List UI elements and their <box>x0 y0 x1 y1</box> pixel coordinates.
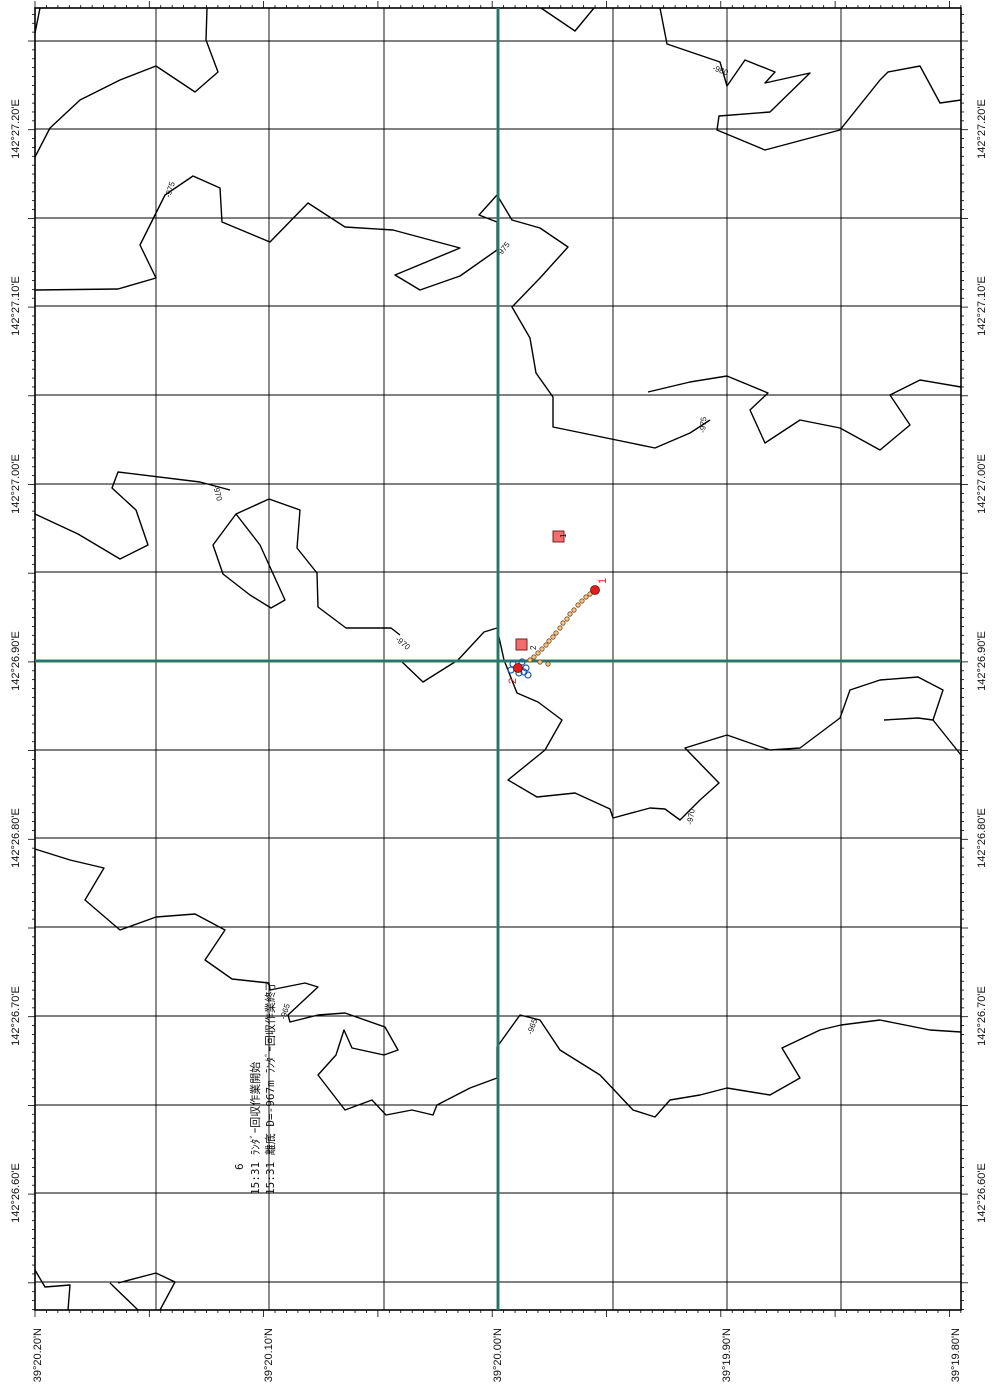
ship-track <box>527 591 593 667</box>
longitude-tick-label: 142°27.10'E <box>10 276 22 336</box>
note-line-1: 6 <box>233 1163 246 1170</box>
bottom-latitude-labels: 39°20.20'N 39°20.10'N 39°20.00'N 39°19.90'N… <box>32 1328 962 1382</box>
note-line-3: 15:31 離底 D=-967m ﾗﾝﾀﾞｰ回収作業終了 <box>263 980 277 1195</box>
longitude-tick-label: 142°26.70'E <box>976 986 988 1046</box>
longitude-tick-label: 142°26.90'E <box>976 631 988 691</box>
position-dot-2 <box>513 663 523 673</box>
latitude-tick-label: 39°19.90'N <box>721 1328 733 1382</box>
contour-label: -970 <box>685 807 697 825</box>
longitude-tick-label: 142°26.90'E <box>10 631 22 691</box>
contour-label: -970 <box>394 635 412 653</box>
operation-note: 6 15:31 ﾗﾝﾀﾞｰ回収作業開始 15:31 離底 D=-967m ﾗﾝﾀ… <box>233 980 277 1195</box>
contour-label: -965 <box>278 1002 292 1021</box>
left-longitude-labels: 142°27.20'E 142°27.10'E 142°27.00'E 142°26.… <box>10 99 22 1223</box>
longitude-tick-label: 142°27.00'E <box>10 454 22 514</box>
longitude-tick-label: 142°26.70'E <box>10 986 22 1046</box>
position-dot-2-label: 2 <box>507 678 519 684</box>
note-line-2: 15:31 ﾗﾝﾀﾞｰ回収作業開始 <box>248 1062 262 1195</box>
contour-label: -970 <box>211 484 224 502</box>
longitude-tick-label: 142°26.60'E <box>10 1163 22 1223</box>
waypoint-square-1 <box>552 530 565 543</box>
longitude-tick-label: 142°27.20'E <box>976 99 988 159</box>
contour-label: -975 <box>698 416 708 433</box>
position-dot-1 <box>590 585 600 595</box>
position-dot-1-label: 1 <box>597 578 609 584</box>
waypoint-square-2 <box>515 638 528 651</box>
longitude-tick-label: 142°26.80'E <box>10 808 22 868</box>
longitude-tick-label: 142°26.80'E <box>976 808 988 868</box>
contour-label-group: -980 -975 -975 -975 -970 -970 -970 -965 … <box>163 63 730 1035</box>
latitude-tick-label: 39°20.20'N <box>32 1328 44 1382</box>
latitude-tick-label: 39°20.00'N <box>492 1328 504 1382</box>
contour-label: -975 <box>163 180 177 199</box>
waypoint-square-2-label: 2 <box>529 645 538 650</box>
longitude-tick-label: 142°27.10'E <box>976 276 988 336</box>
longitude-tick-label: 142°27.20'E <box>10 99 22 159</box>
latitude-tick-label: 39°20.10'N <box>263 1328 275 1382</box>
crosshair <box>35 8 961 1310</box>
tick-marks <box>28 1 968 1317</box>
longitude-tick-label: 142°26.60'E <box>976 1163 988 1223</box>
latitude-tick-label: 39°19.80'N <box>950 1328 962 1382</box>
longitude-tick-label: 142°27.00'E <box>976 454 988 514</box>
right-longitude-labels: 142°27.20'E 142°27.10'E 142°27.00'E 142°26.… <box>976 99 988 1223</box>
waypoint-square-1-label: 1 <box>559 533 568 538</box>
